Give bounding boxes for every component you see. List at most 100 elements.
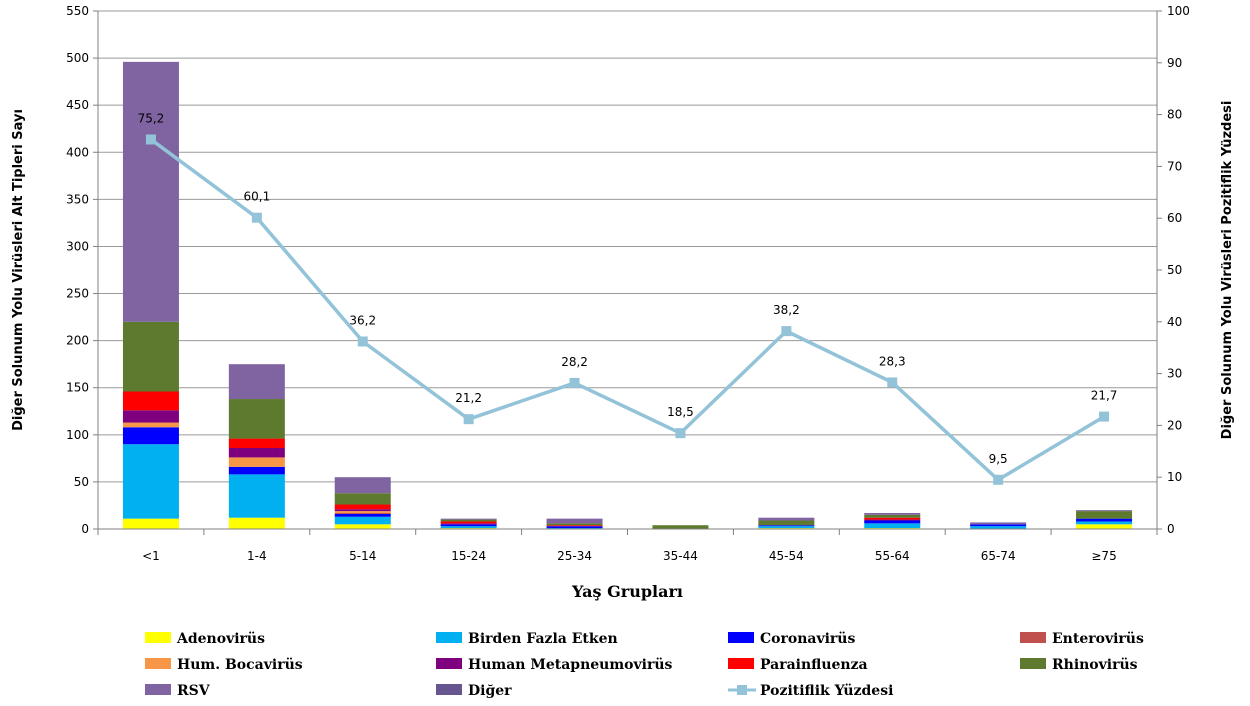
y-tick-label: 150 bbox=[66, 381, 89, 395]
data-label: 75,2 bbox=[138, 111, 165, 125]
bar-segment bbox=[440, 524, 497, 527]
bar-segment bbox=[1076, 510, 1133, 512]
y-tick-label: 450 bbox=[66, 98, 89, 112]
bar-segment bbox=[122, 410, 179, 423]
x-tick-label: 55-64 bbox=[875, 549, 910, 563]
y-tick-label: 400 bbox=[66, 145, 89, 159]
x-tick-label: 35-44 bbox=[663, 549, 698, 563]
y2-tick-label: 70 bbox=[1167, 159, 1182, 173]
bar-segment bbox=[228, 399, 285, 439]
legend-swatch bbox=[436, 684, 462, 695]
data-label: 60,1 bbox=[243, 190, 270, 204]
legend-swatch bbox=[145, 632, 171, 643]
bar-segment bbox=[1076, 521, 1133, 525]
bar-segment bbox=[758, 525, 815, 527]
legend-label: Diğer bbox=[468, 683, 512, 699]
bar-segment bbox=[440, 518, 497, 520]
bar-segment bbox=[864, 517, 921, 520]
y-tick-label: 500 bbox=[66, 51, 89, 65]
y2-tick-label: 30 bbox=[1167, 367, 1182, 381]
bar-segment bbox=[122, 444, 179, 519]
bar-segment bbox=[758, 517, 815, 521]
bar-segment bbox=[546, 523, 603, 526]
legend-label: Rhinovirüs bbox=[1052, 657, 1138, 673]
bar-segment bbox=[864, 512, 921, 515]
data-label: 18,5 bbox=[667, 405, 694, 419]
legend-swatch bbox=[1020, 658, 1046, 669]
bar-segment bbox=[228, 466, 285, 475]
bar-segment bbox=[970, 524, 1027, 527]
bar-segment bbox=[440, 526, 497, 529]
bar-segment bbox=[122, 518, 179, 529]
y2-tick-label: 60 bbox=[1167, 211, 1182, 225]
y2-tick-label: 50 bbox=[1167, 263, 1182, 277]
bar-segment bbox=[546, 526, 603, 529]
legend-swatch bbox=[436, 632, 462, 643]
x-axis-title: Yaş Grupları bbox=[571, 582, 683, 601]
x-tick-label: 1-4 bbox=[247, 549, 267, 563]
bar-segment bbox=[1076, 524, 1133, 529]
bar-segment bbox=[334, 477, 391, 494]
percentage-line: 75,2 60,1 36,2 21,2 28,2 18,5 38,2 28,3 9,5 21,7 bbox=[138, 111, 1118, 485]
bar-segment bbox=[228, 448, 285, 458]
x-tick-label: <1 bbox=[142, 549, 160, 563]
bar-segment bbox=[228, 438, 285, 449]
bar-segment bbox=[334, 512, 391, 514]
bar-segment bbox=[122, 422, 179, 428]
x-tick-label: 65-74 bbox=[981, 549, 1016, 563]
bar-stacks bbox=[122, 61, 1133, 529]
bar-segment bbox=[970, 526, 1027, 529]
line-marker bbox=[569, 377, 580, 388]
bar-segment bbox=[1076, 518, 1133, 522]
legend-label: Birden Fazla Etken bbox=[468, 631, 618, 647]
bar-segment bbox=[122, 61, 179, 322]
bar-segment bbox=[440, 519, 497, 522]
bar-segment bbox=[334, 493, 391, 505]
x-tick-label: ≥75 bbox=[1091, 549, 1116, 563]
bar-segment bbox=[334, 513, 391, 517]
line-marker bbox=[145, 134, 156, 145]
bar-segment bbox=[1076, 511, 1133, 519]
bar-segment bbox=[334, 511, 391, 513]
y2-tick-label: 10 bbox=[1167, 470, 1182, 484]
x-tick-label: 15-24 bbox=[451, 549, 486, 563]
y2-tick-label: 20 bbox=[1167, 418, 1182, 432]
line-marker bbox=[463, 414, 474, 425]
bar-segment bbox=[440, 521, 497, 524]
bar-segment bbox=[122, 427, 179, 445]
legend-label: Coronavirüs bbox=[760, 631, 855, 647]
legend-label: RSV bbox=[177, 683, 211, 699]
data-label: 38,2 bbox=[773, 303, 800, 317]
y-tick-label: 0 bbox=[81, 522, 89, 536]
y2-tick-label: 40 bbox=[1167, 315, 1182, 329]
bar-segment bbox=[864, 519, 921, 521]
legend-label: Parainfluenza bbox=[760, 657, 868, 673]
data-label: 21,7 bbox=[1091, 389, 1118, 403]
line-marker bbox=[781, 326, 792, 337]
legend-label: Hum. Bocavirüs bbox=[177, 657, 303, 673]
bar-segment bbox=[334, 504, 391, 510]
y-tick-label: 350 bbox=[66, 192, 89, 206]
legend-label: Adenovirüs bbox=[176, 631, 265, 647]
y2-tick-label: 0 bbox=[1167, 522, 1175, 536]
bar-segment bbox=[758, 526, 815, 529]
legend-label: Pozitiflik Yüzdesi bbox=[760, 683, 893, 699]
y-tick-label: 200 bbox=[66, 334, 89, 348]
bar-segment bbox=[228, 364, 285, 400]
bar-segment bbox=[334, 509, 391, 512]
legend-swatch bbox=[145, 658, 171, 669]
line-series bbox=[149, 138, 1105, 482]
x-tick-label: 45-54 bbox=[769, 549, 804, 563]
bar-segment bbox=[758, 520, 815, 526]
legend-swatch bbox=[436, 658, 462, 669]
x-tick-label: 5-14 bbox=[349, 549, 376, 563]
legend-swatch bbox=[728, 658, 754, 669]
y-tick-label: 550 bbox=[66, 4, 89, 18]
line-marker bbox=[887, 377, 898, 388]
bar-segment bbox=[652, 525, 709, 529]
data-label: 9,5 bbox=[989, 452, 1008, 466]
bar-segment bbox=[334, 524, 391, 529]
y-tick-label: 300 bbox=[66, 239, 89, 253]
data-label: 28,3 bbox=[879, 354, 906, 368]
